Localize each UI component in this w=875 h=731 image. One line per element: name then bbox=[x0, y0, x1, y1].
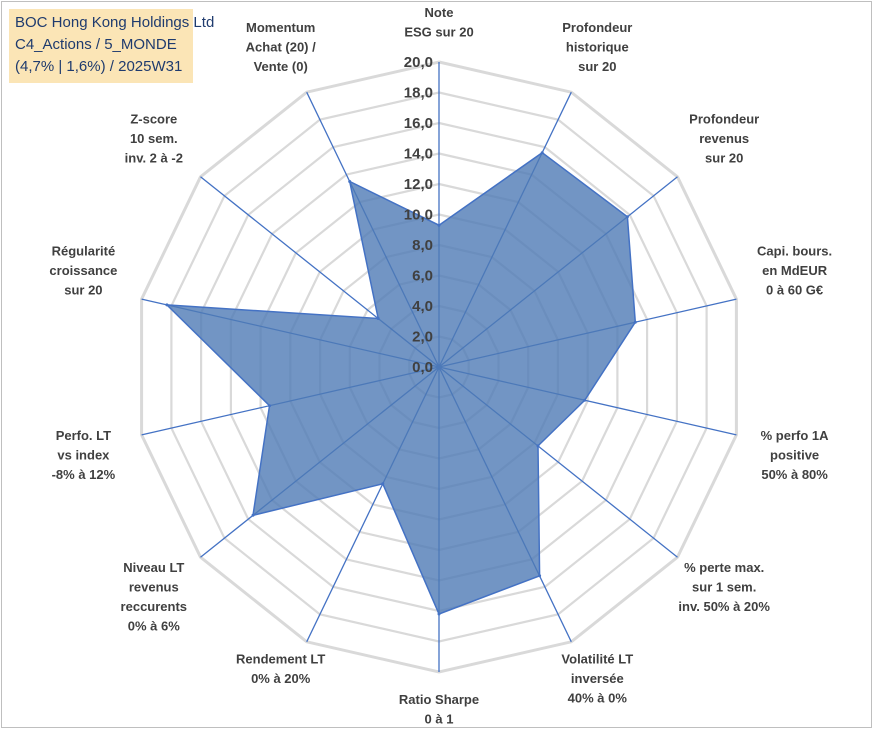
data-point bbox=[633, 320, 637, 324]
tick-label: 4,0 bbox=[412, 298, 433, 315]
data-point bbox=[437, 223, 441, 227]
axis-label-line: Profondeur bbox=[689, 111, 759, 126]
axis-label-line: reccurents bbox=[121, 599, 187, 614]
axis-label-line: revenus bbox=[699, 131, 749, 146]
data-point bbox=[540, 151, 544, 155]
data-point bbox=[348, 180, 352, 183]
tick-label: 0,0 bbox=[412, 359, 433, 376]
axis-label: Note ESG sur 20 bbox=[404, 5, 473, 40]
tick-label: 20,0 bbox=[404, 54, 433, 71]
axis-label-line: Rendement LT bbox=[236, 651, 325, 666]
axis-label-line: % perfo 1A bbox=[761, 428, 830, 443]
axis-label: % perfo 1A positive 50% à 80% bbox=[761, 428, 830, 482]
data-point bbox=[251, 513, 255, 517]
axis-label: Niveau LT revenus reccurents 0% à 6% bbox=[121, 560, 187, 634]
axis-label-line: sur 20 bbox=[578, 59, 616, 74]
data-point bbox=[376, 317, 380, 320]
title-line-company: BOC Hong Kong Holdings Ltd bbox=[15, 14, 215, 31]
axis-label-line: sur 1 sem. bbox=[692, 580, 756, 595]
axis-label: Capi. bours. en MdEUR 0 à 60 G€ bbox=[757, 243, 832, 297]
tick-label: 2,0 bbox=[412, 329, 433, 346]
tick-label: 18,0 bbox=[404, 85, 433, 102]
axis-label-line: Capi. bours. bbox=[757, 243, 832, 258]
axis-label-line: Achat (20) / bbox=[246, 40, 316, 55]
tick-label: 14,0 bbox=[404, 146, 433, 163]
axis-label: Z-score 10 sem. inv. 2 à -2 bbox=[125, 111, 183, 165]
axis-label: Profondeur revenus sur 20 bbox=[689, 111, 759, 165]
axis-label-line: sur 20 bbox=[705, 150, 743, 165]
tick-label: 10,0 bbox=[404, 207, 433, 224]
axis-label-line: en MdEUR bbox=[762, 263, 828, 278]
axis-label-line: 0% à 6% bbox=[128, 619, 180, 634]
axis-label: Ratio Sharpe 0 à 1 bbox=[399, 692, 479, 727]
axis-label: Perfo. LT vs index -8% à 12% bbox=[52, 428, 116, 482]
title-line-period: (4,7% | 1,6%) / 2025W31 bbox=[15, 58, 183, 75]
axis-label: Volatilité LT inversée 40% à 0% bbox=[561, 651, 633, 705]
axis-label-line: Régularité bbox=[52, 243, 116, 258]
axis-label-line: 0 à 1 bbox=[425, 712, 454, 727]
axis-label-line: vs index bbox=[57, 448, 110, 463]
axis-labels: Note ESG sur 20 Profondeur historique sur 20… bbox=[49, 5, 832, 727]
axis-label-line: 40% à 0% bbox=[568, 690, 628, 705]
data-point bbox=[625, 215, 629, 219]
axis-label-line: Profondeur bbox=[562, 20, 632, 35]
title-box: BOC Hong Kong Holdings Ltd C4_Actions / … bbox=[9, 9, 215, 83]
data-point bbox=[165, 303, 169, 307]
tick-label: 16,0 bbox=[404, 115, 433, 132]
tick-label: 12,0 bbox=[404, 176, 433, 193]
radial-tick-labels: 0,0 2,0 4,0 6,0 8,0 10,0 12,0 14,0 16,0 18,0 20,0 bbox=[404, 54, 433, 376]
data-point bbox=[536, 444, 540, 448]
title-line-category: C4_Actions / 5_MONDE bbox=[15, 36, 177, 53]
data-point bbox=[538, 574, 542, 578]
data-point bbox=[381, 482, 385, 486]
axis-label-line: sur 20 bbox=[64, 282, 102, 297]
axis-label-line: revenus bbox=[129, 580, 179, 595]
axis-label-line: positive bbox=[770, 448, 819, 463]
axis-label-line: inversée bbox=[571, 671, 624, 686]
axis-label-line: Note bbox=[425, 5, 454, 20]
axis-label-line: 0% à 20% bbox=[251, 671, 311, 686]
axis-label-line: Z-score bbox=[130, 111, 177, 126]
axis-label-line: Ratio Sharpe bbox=[399, 692, 479, 707]
axis-label-line: Vente (0) bbox=[254, 59, 308, 74]
axis-label-line: 0 à 60 G€ bbox=[766, 282, 823, 297]
axis-label-line: inv. 2 à -2 bbox=[125, 150, 183, 165]
axis-label: Profondeur historique sur 20 bbox=[562, 20, 632, 74]
axis-label-line: 50% à 80% bbox=[761, 467, 828, 482]
data-point bbox=[437, 612, 441, 616]
axis-label-line: -8% à 12% bbox=[52, 467, 116, 482]
axis-label: Momentum Achat (20) / Vente (0) bbox=[246, 20, 316, 74]
axis-label-line: % perte max. bbox=[684, 560, 764, 575]
axis-label-line: Niveau LT bbox=[123, 560, 184, 575]
data-point bbox=[268, 404, 271, 408]
data-point bbox=[583, 398, 587, 402]
axis-label-line: Momentum bbox=[246, 20, 315, 35]
axis-label: Régularité croissance sur 20 bbox=[49, 243, 117, 297]
tick-label: 8,0 bbox=[412, 237, 433, 254]
series-area bbox=[164, 151, 637, 615]
axis-label-line: croissance bbox=[49, 263, 117, 278]
axis-label-line: 10 sem. bbox=[130, 131, 178, 146]
axis-label-line: Volatilité LT bbox=[561, 651, 633, 666]
axis-label: % perte max. sur 1 sem. inv. 50% à 20% bbox=[678, 560, 770, 614]
axis-label-line: Perfo. LT bbox=[56, 428, 111, 443]
radar-series bbox=[164, 151, 637, 616]
tick-label: 6,0 bbox=[412, 268, 433, 285]
axis-label: Rendement LT 0% à 20% bbox=[236, 651, 325, 686]
axis-label-line: ESG sur 20 bbox=[404, 25, 473, 40]
axis-label-line: historique bbox=[566, 40, 629, 55]
axis-label-line: inv. 50% à 20% bbox=[678, 599, 770, 614]
